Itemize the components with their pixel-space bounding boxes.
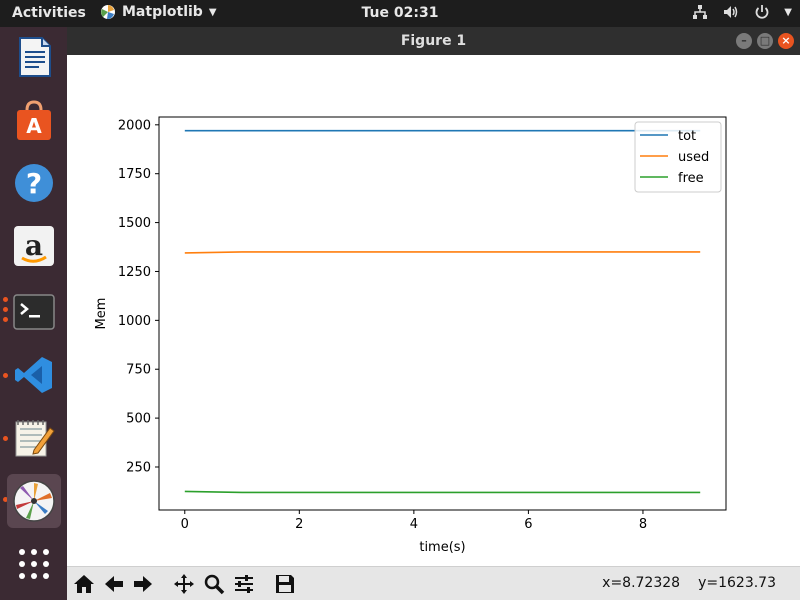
y-tick-label: 1000 [118, 314, 151, 329]
y-tick-label: 1500 [118, 216, 151, 231]
running-indicator [3, 297, 8, 302]
window-titlebar[interactable]: Figure 1 – □ × [67, 27, 800, 55]
dock-item-terminal[interactable] [7, 285, 61, 339]
chevron-down-icon: ▼ [208, 6, 217, 18]
configure-subplots-icon [235, 575, 253, 593]
legend-label-used: used [678, 150, 709, 165]
svg-text:?: ? [26, 167, 42, 200]
home-icon [74, 575, 94, 593]
power-icon [755, 5, 769, 19]
zoom-button[interactable] [201, 571, 227, 597]
x-tick-label: 0 [181, 517, 189, 532]
dock-item-matplotlib[interactable] [7, 474, 61, 528]
dock-item-help[interactable]: ? [7, 156, 61, 210]
x-tick-label: 4 [410, 517, 418, 532]
matplotlib-icon [13, 480, 55, 522]
save-icon [276, 575, 294, 593]
pan-icon [174, 574, 194, 594]
running-indicator [3, 373, 8, 378]
legend-label-tot: tot [678, 129, 696, 144]
amazon-icon: a [14, 226, 54, 266]
running-indicator [3, 497, 8, 502]
running-indicator [3, 317, 8, 322]
save-button[interactable] [272, 571, 298, 597]
legend-label-free: free [678, 171, 704, 186]
pan-button[interactable] [171, 571, 197, 597]
y-readout: y=1623.73 [698, 575, 776, 591]
app-menu[interactable]: Matplotlib ▼ [100, 4, 217, 20]
dock: A ? a [0, 27, 67, 600]
y-tick-label: 500 [126, 412, 151, 427]
text-editor-icon [15, 420, 55, 457]
volume-icon [724, 6, 738, 18]
dock-item-writer[interactable] [7, 30, 61, 84]
zoom-icon [204, 574, 225, 595]
matplotlib-app-icon [101, 5, 115, 20]
configure-subplots-button[interactable] [231, 571, 257, 597]
x-tick-label: 2 [295, 517, 303, 532]
system-tray[interactable]: ▼ [692, 4, 792, 20]
line-chart: 0 2 4 6 8 250 500 750 1000 1250 1500 1750 2000 time(s… [94, 116, 727, 555]
software-center-icon: A [17, 100, 51, 140]
app-menu-label: Matplotlib [122, 4, 203, 20]
svg-text:a: a [25, 229, 43, 262]
maximize-button[interactable]: □ [757, 33, 773, 49]
back-button[interactable] [101, 571, 127, 597]
navigation-toolbar: x=8.72328 y=1623.73 [67, 566, 800, 600]
series-line-free [184, 490, 701, 494]
back-icon [105, 576, 123, 592]
terminal-icon [13, 294, 55, 330]
writer-icon [19, 37, 51, 77]
x-readout: x=8.72328 [602, 575, 681, 591]
y-tick-label: 750 [126, 363, 151, 378]
series-line-used [184, 251, 701, 254]
minimize-button[interactable]: – [736, 33, 752, 49]
y-tick-label: 250 [126, 460, 151, 475]
plot-frame [158, 116, 727, 511]
app-grid-icon [19, 549, 49, 579]
clock[interactable]: Tue 02:31 [361, 5, 439, 21]
chevron-down-icon: ▼ [784, 6, 792, 18]
cursor-coordinates: x=8.72328 y=1623.73 [602, 575, 776, 591]
legend-box [634, 121, 722, 193]
running-indicator [3, 436, 8, 441]
x-axis-label: time(s) [419, 540, 465, 555]
help-icon: ? [15, 164, 53, 202]
y-axis-label: Mem [94, 298, 109, 330]
forward-icon [134, 576, 152, 592]
y-tick-label: 1750 [118, 167, 151, 182]
forward-button[interactable] [130, 571, 156, 597]
y-tick-label: 2000 [118, 118, 151, 133]
network-icon [693, 5, 708, 19]
running-indicator [3, 307, 8, 312]
home-button[interactable] [71, 571, 97, 597]
y-tick-label: 1250 [118, 265, 151, 280]
dock-item-vscode[interactable] [7, 348, 61, 402]
x-tick-label: 6 [524, 517, 532, 532]
top-panel: Activities Matplotlib ▼ Tue 02:31 ▼ [0, 0, 800, 27]
show-applications-button[interactable] [7, 537, 61, 591]
dock-item-amazon[interactable]: a [7, 219, 61, 273]
svg-text:A: A [26, 114, 42, 138]
x-tick-label: 8 [639, 517, 647, 532]
dock-item-software[interactable]: A [7, 93, 61, 147]
dock-item-text-editor[interactable] [7, 411, 61, 465]
window-title: Figure 1 [400, 33, 467, 49]
activities-button[interactable]: Activities [12, 5, 86, 21]
figure-canvas[interactable]: 0 2 4 6 8 250 500 750 1000 1250 1500 1750 2000 time(s… [67, 55, 800, 566]
close-button[interactable]: × [778, 33, 794, 49]
vscode-icon [15, 357, 52, 393]
